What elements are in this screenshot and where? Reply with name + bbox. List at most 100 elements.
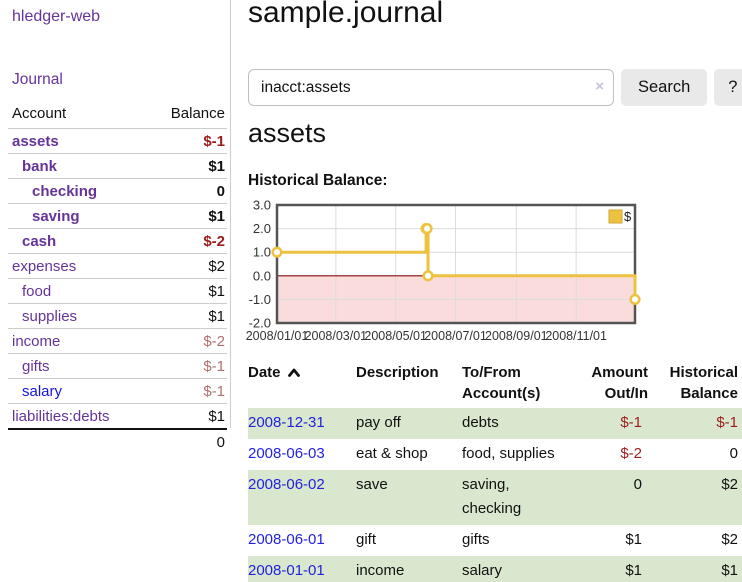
account-row-salary: salary $-1 — [8, 378, 227, 403]
page-title: sample.journal — [248, 0, 444, 29]
y-axis-tick-label: 1.0 — [253, 245, 271, 260]
account-balance: $-2 — [203, 232, 225, 250]
y-axis-tick-label: 0.0 — [253, 268, 271, 283]
account-column-header: Account — [12, 105, 67, 122]
transaction-balance: $1 — [721, 562, 738, 579]
transaction-accounts: saving, checking — [462, 476, 522, 517]
transaction-balance: $2 — [721, 476, 738, 493]
account-row-checking: checking 0 — [8, 178, 227, 203]
account-link-liabilities-debts[interactable]: liabilities:debts — [12, 407, 110, 425]
transaction-description: eat & shop — [356, 445, 428, 462]
search-button[interactable]: Search — [621, 69, 708, 106]
x-axis-tick-label: 2008/03/01 — [305, 329, 368, 343]
transaction-amount: $-1 — [620, 414, 642, 431]
register-table: Date Description To/From Account(s) Amou… — [248, 360, 742, 582]
account-row-liabilities-debts: liabilities:debts $1 — [8, 403, 227, 428]
account-row-saving: saving $1 — [8, 203, 227, 228]
account-link-food[interactable]: food — [22, 282, 52, 300]
account-row-bank: bank $1 — [8, 153, 227, 178]
account-link-checking[interactable]: checking — [32, 182, 98, 200]
x-axis-tick-label: 2008/07/01 — [424, 329, 487, 343]
register-row: 2008-01-01 income salary $1 $1 — [248, 556, 742, 582]
account-link-salary[interactable]: salary — [22, 382, 63, 400]
account-balance: 0 — [216, 182, 225, 200]
account-link-bank[interactable]: bank — [22, 157, 58, 175]
account-link-income[interactable]: income — [12, 332, 61, 350]
chart-legend-label: $ — [624, 209, 632, 224]
search-input[interactable] — [248, 69, 614, 106]
historical-balance-chart: $3.0 2.0 1.0 0.0 -1.0 -2.02008/01/012008/03/0… — [246, 198, 641, 343]
account-row-food: food $1 — [8, 278, 227, 303]
transaction-balance: $-1 — [716, 414, 738, 431]
register-row: 2008-06-02 save saving, checking 0 $2 — [248, 470, 742, 525]
account-link-saving[interactable]: saving — [32, 207, 80, 225]
account-balance: $-1 — [203, 382, 225, 400]
account-row-gifts: gifts $-1 — [8, 353, 227, 378]
chart-heading: Historical Balance: — [248, 172, 388, 189]
account-balance: $1 — [208, 407, 225, 425]
search-bar: × Search ? — [248, 69, 742, 106]
account-balance: $1 — [208, 207, 225, 225]
transaction-date-link[interactable]: 2008-01-01 — [248, 562, 325, 579]
transaction-date-link[interactable]: 2008-06-03 — [248, 445, 325, 462]
transaction-amount: $-2 — [620, 445, 642, 462]
clear-search-icon[interactable]: × — [595, 78, 604, 95]
sidebar-divider — [230, 0, 231, 428]
x-axis-tick-label: 2008/11/01 — [545, 329, 607, 343]
transaction-description: save — [356, 476, 388, 493]
account-link-expenses[interactable]: expenses — [12, 257, 77, 275]
x-axis-tick-label: 2008/05/01 — [364, 329, 427, 343]
transaction-accounts: gifts — [462, 531, 490, 548]
account-row-supplies: supplies $1 — [8, 303, 227, 328]
accounts-total-row: 0 — [8, 428, 227, 454]
transaction-description: pay off — [356, 414, 401, 431]
account-balance: $1 — [208, 307, 225, 325]
accounts-sidebar-table: Account Balance assets $-1 bank $1 check… — [8, 102, 227, 454]
transaction-accounts: salary — [462, 562, 503, 579]
transaction-accounts: food, supplies — [462, 445, 555, 462]
transaction-date-link[interactable]: 2008-12-31 — [248, 414, 325, 431]
account-balance: $-1 — [203, 132, 225, 150]
account-balance: $2 — [208, 257, 225, 275]
register-header-row: Date Description To/From Account(s) Amou… — [248, 360, 742, 408]
accounts-table-header: Account Balance — [8, 102, 227, 128]
balance-column-header: Balance — [170, 105, 225, 122]
transaction-date-link[interactable]: 2008-06-02 — [248, 476, 325, 493]
balance-column-header: Historical Balance — [669, 364, 738, 402]
account-balance: $1 — [208, 282, 225, 300]
account-row-income: income $-2 — [8, 328, 227, 353]
description-column-header: Description — [356, 364, 439, 381]
main-content: sample.journal × Search ? assets Histori… — [246, 0, 742, 582]
app-brand-link[interactable]: hledger-web — [12, 8, 101, 25]
accounts-total-value: 0 — [216, 433, 225, 451]
account-link-supplies[interactable]: supplies — [22, 307, 78, 325]
x-axis-tick-label: 2008/01/01 — [246, 329, 309, 343]
account-heading: assets — [248, 118, 327, 148]
account-balance: $1 — [208, 157, 225, 175]
transaction-description: income — [356, 562, 405, 579]
register-row: 2008-06-01 gift gifts $1 $2 — [248, 525, 742, 556]
account-link-cash[interactable]: cash — [22, 232, 57, 250]
sort-ascending-icon — [287, 368, 300, 377]
account-balance: $-1 — [203, 357, 225, 375]
sidebar-item-journal[interactable]: Journal — [12, 71, 63, 88]
register-row: 2008-06-03 eat & shop food, supplies $-2… — [248, 439, 742, 470]
register-row: 2008-12-31 pay off debts $-1 $-1 — [248, 408, 742, 439]
y-axis-tick-label: 3.0 — [253, 198, 271, 213]
y-axis-tick-label: -1.0 — [249, 292, 271, 307]
date-header-label: Date — [248, 364, 281, 381]
search-help-button[interactable]: ? — [714, 69, 742, 106]
transaction-description: gift — [356, 531, 377, 548]
transaction-amount: 0 — [633, 476, 642, 493]
account-link-gifts[interactable]: gifts — [22, 357, 50, 375]
transaction-accounts: debts — [462, 414, 499, 431]
transaction-balance: 0 — [729, 445, 738, 462]
account-row-expenses: expenses $2 — [8, 253, 227, 278]
x-axis-tick-label: 2008/09/01 — [485, 329, 548, 343]
transaction-date-link[interactable]: 2008-06-01 — [248, 531, 325, 548]
date-column-header[interactable]: Date — [248, 360, 346, 408]
account-link-assets[interactable]: assets — [12, 132, 59, 150]
account-row-cash: cash $-2 — [8, 228, 227, 253]
amount-column-header: Amount Out/In — [591, 364, 648, 402]
